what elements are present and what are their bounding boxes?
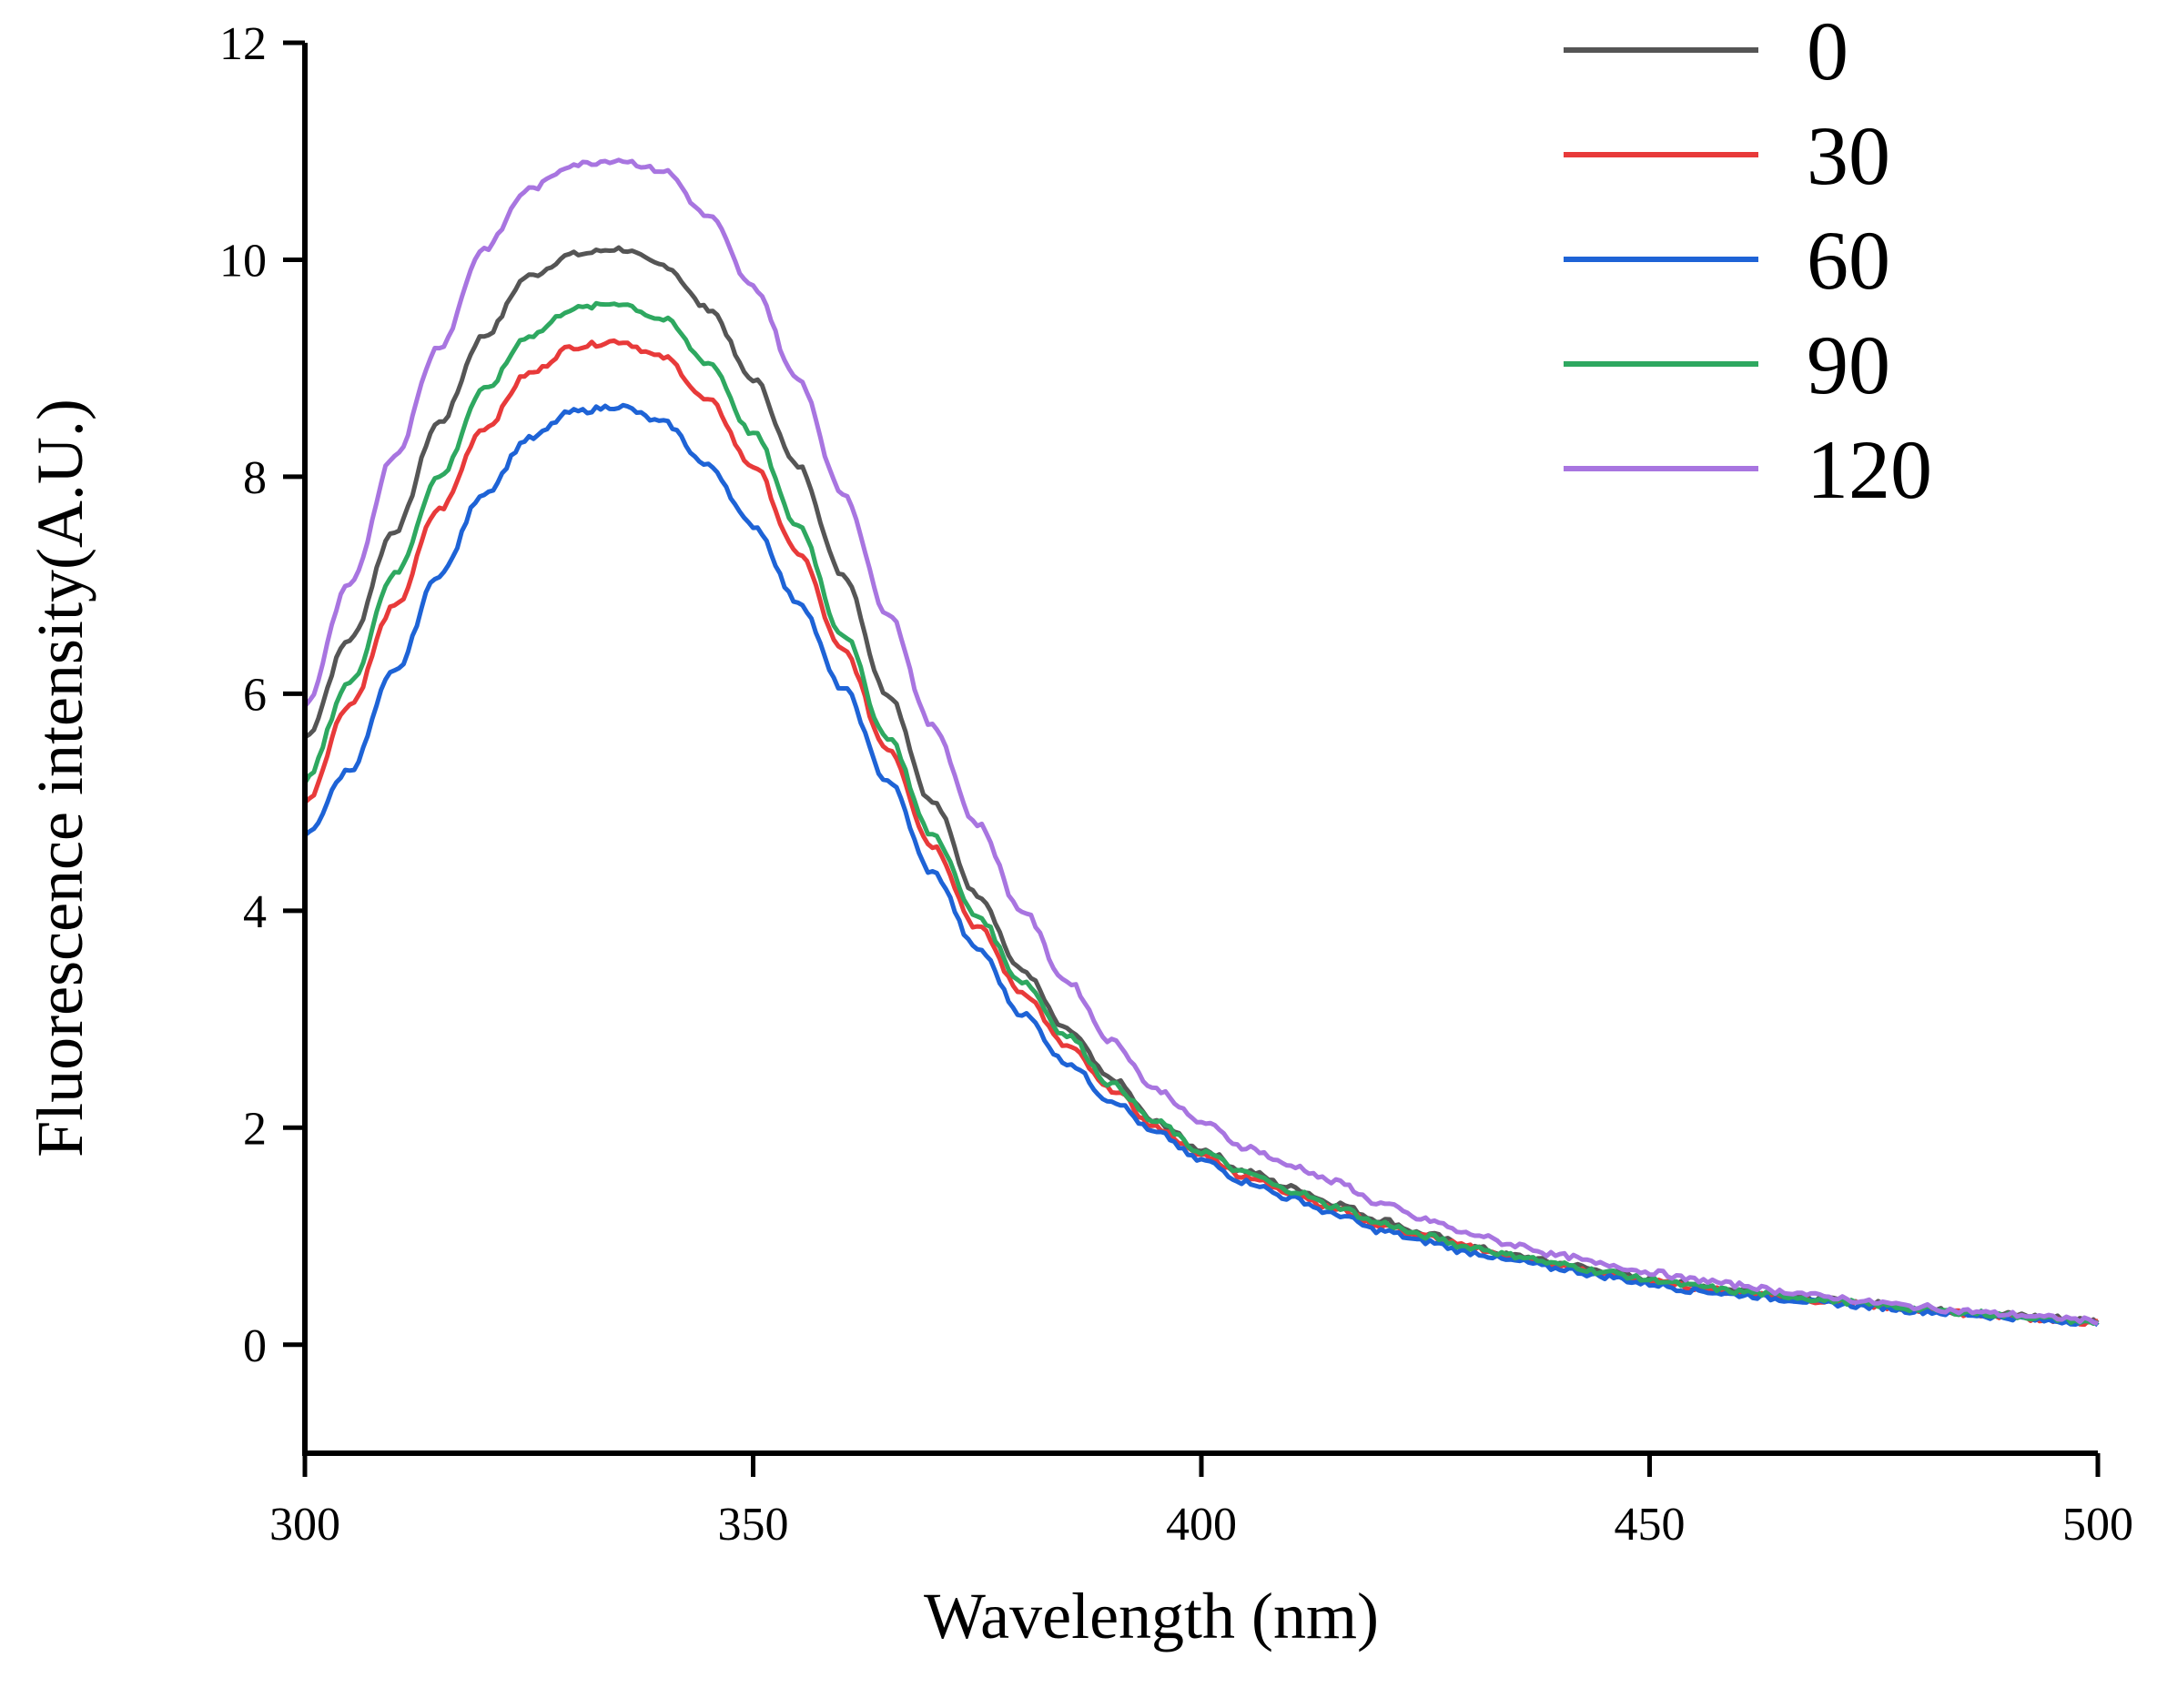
axes-layer: 0 2 4 6 8 10 12 300 350 400 450 500 [219, 18, 2133, 1551]
series-line-60 [303, 402, 2100, 1328]
x-tick-label-300: 300 [269, 1499, 340, 1551]
y-tick-label-2: 2 [243, 1103, 267, 1155]
series-line-0 [303, 245, 2100, 1325]
y-axis-title: Fluorescence intensity(A.U.) [24, 399, 96, 1157]
x-axis-title: Wavelength (nm) [924, 1580, 1379, 1652]
legend: 0 30 60 90 120 [1564, 5, 1932, 516]
y-tick-label-4: 4 [243, 886, 267, 938]
x-tick-label-400: 400 [1166, 1499, 1237, 1551]
y-tick-label-12: 12 [219, 18, 267, 70]
y-tick-label-8: 8 [243, 452, 267, 504]
series-line-120 [303, 157, 2099, 1326]
x-tick-label-350: 350 [718, 1499, 789, 1551]
y-tick-label-10: 10 [219, 235, 267, 287]
x-tick-label-500: 500 [2062, 1499, 2133, 1551]
y-tick-label-0: 0 [243, 1320, 267, 1372]
legend-label-0: 0 [1807, 5, 1848, 97]
y-tick-label-6: 6 [243, 669, 267, 721]
legend-label-30: 30 [1807, 109, 1890, 202]
series-layer [302, 157, 2100, 1328]
legend-label-90: 90 [1807, 318, 1890, 411]
legend-label-60: 60 [1807, 214, 1890, 307]
series-line-90 [302, 300, 2099, 1326]
x-tick-label-450: 450 [1615, 1499, 1686, 1551]
legend-label-120: 120 [1807, 423, 1932, 516]
